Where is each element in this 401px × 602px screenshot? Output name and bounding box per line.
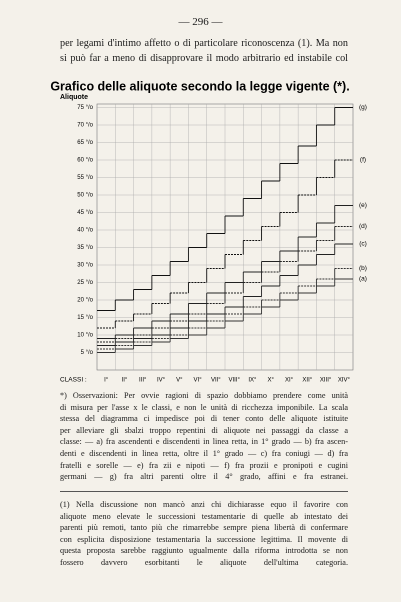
text-line: di misura per l'asse x le classi, e non … [60,402,348,412]
x-tick-label: X° [268,378,275,384]
y-tick-label: 35 °/o [77,245,93,251]
separator [60,491,348,492]
text-line: denti e discendenti in linea retta, oltr… [60,449,348,458]
x-tick-label: VII° [211,378,221,384]
x-axis-label: CLASSI : [60,377,87,384]
chart-title: Grafico delle aliquote secondo la legge … [50,79,349,93]
y-tick-label: 45 °/o [77,210,93,216]
y-tick-label: 25 °/o [77,280,93,286]
series-label: (c) [359,241,367,248]
series-label: (b) [359,265,367,272]
text-line: *) Osservazioni: Per ovvie ragioni di sp… [60,391,348,400]
text-line: aliquote meno elevate le successioni tes… [60,511,348,521]
x-tick-label: II° [122,378,128,384]
y-tick-label: 15 °/o [77,315,93,321]
text-line: questa proposta sarebbe raggiunto ugualm… [60,546,348,556]
x-tick-label: VI° [194,378,203,384]
y-tick-label: 60 °/o [77,158,93,164]
x-tick-label: IV° [157,378,166,384]
text-line: stessa del diagramma ci impedisce poi di… [60,414,348,424]
text-line: per alleviare gli sbalzi troppo repentin… [60,425,348,435]
text-line: per legami d'intimo affetto o di partico… [60,38,348,49]
x-tick-label: XI° [285,378,294,384]
series-label: (f) [360,157,366,164]
text-line: si può far a meno di disapprovare il mod… [60,53,348,64]
y-tick-label: 55 °/o [77,175,93,181]
text-line: con esplicita disposizione testamentaria… [60,534,348,544]
x-tick-label: XIV° [338,378,351,384]
x-tick-label: VIII° [228,378,240,384]
series-label: (d) [359,223,367,230]
x-tick-label: V° [176,378,183,384]
text-line: (1) Nella discussione non mancò anzi chi… [60,500,348,509]
x-tick-label: III° [139,378,147,384]
text-line: parenti più remoti, tanto più che rimarr… [60,523,348,533]
x-tick-label: XIII° [320,378,332,384]
text-line: fratelli e sorelle — e) fra zii e nipoti… [60,460,348,470]
page-number: — 296 — [178,16,223,28]
y-tick-label: 40 °/o [77,228,93,234]
x-tick-label: IX° [248,378,257,384]
y-tick-label: 5 °/o [81,350,94,356]
y-tick-label: 50 °/o [77,193,93,199]
text-line: germani — g) fra altri parenti oltre il … [60,472,348,482]
x-tick-label: I° [104,378,109,384]
y-tick-label: 10 °/o [77,333,93,339]
y-axis-label: Aliquote [60,94,88,101]
y-tick-label: 20 °/o [77,298,93,304]
y-tick-label: 65 °/o [77,140,93,146]
text-line: fossero davvero esorbitanti le aliquote … [60,558,348,567]
x-tick-label: XII° [302,378,312,384]
y-tick-label: 30 °/o [77,263,93,269]
y-tick-label: 70 °/o [77,123,93,129]
text-line: classe: — a) fra ascendenti e discendent… [60,437,348,447]
series-label: (g) [359,104,367,111]
series-label: (e) [359,202,367,209]
series-label: (a) [359,276,367,283]
y-tick-label: 75 °/o [77,105,93,111]
